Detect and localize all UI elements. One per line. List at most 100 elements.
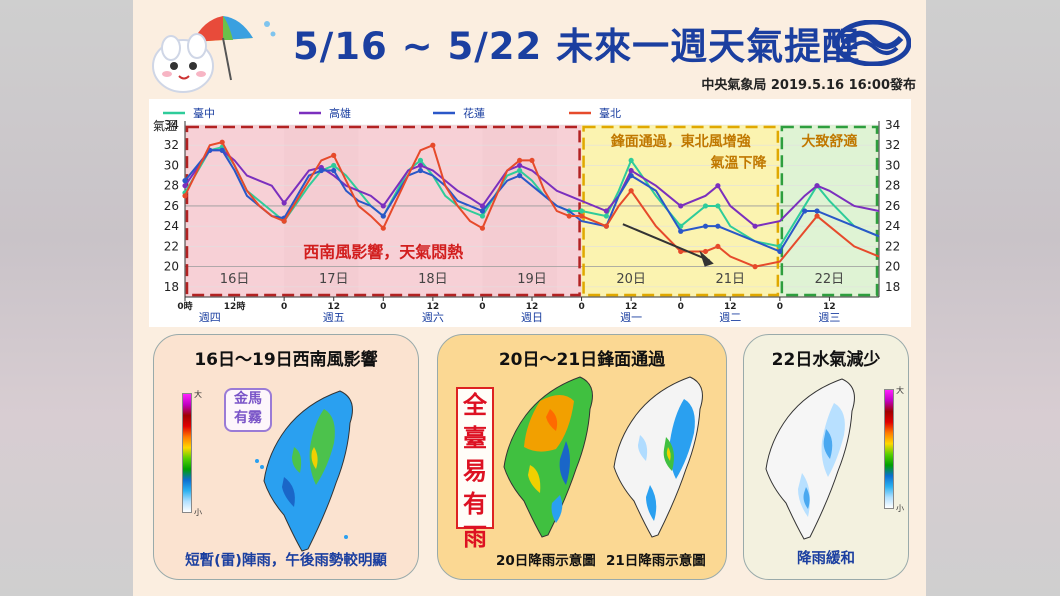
legend-label: 臺北 <box>599 106 621 120</box>
y-tick-right: 30 <box>885 158 900 172</box>
region-0 <box>185 125 582 297</box>
x-tick-label: 0 <box>281 302 287 312</box>
region-border-2 <box>780 125 879 297</box>
legend-label: 高雄 <box>329 106 351 120</box>
data-point <box>417 167 424 174</box>
x-tick-label: 12 <box>724 302 737 312</box>
region-label-cooling: 氣溫下降 <box>711 154 768 171</box>
x-tick-label: 12時 <box>224 300 246 312</box>
y-tick-left: 30 <box>164 158 179 172</box>
panel-caption: 短暫(雷)陣雨，午後雨勢較明顯 <box>185 553 387 569</box>
data-point <box>417 162 424 169</box>
data-point <box>802 208 808 214</box>
data-point <box>517 172 523 179</box>
data-point <box>331 167 337 174</box>
data-point <box>678 203 684 209</box>
y-tick-right: 34 <box>885 118 900 132</box>
data-point <box>603 213 609 219</box>
data-point <box>479 203 486 209</box>
x-tick-label: 0時 <box>177 300 192 312</box>
x-tick-label: 0 <box>380 302 386 312</box>
y-tick-right: 18 <box>885 280 900 294</box>
data-point <box>517 157 523 164</box>
data-point <box>628 167 634 174</box>
y-tick-left: 18 <box>164 280 179 294</box>
x-tick-label: 12 <box>427 302 440 312</box>
y-tick-left: 26 <box>164 199 179 213</box>
weather-card: 5/16 ~ 5/22 未來一週天氣提醒 中央氣象局 2019.5.16 16:… <box>133 0 926 596</box>
y-tick-left: 28 <box>164 179 179 193</box>
region-label-southwest: 西南風影響，天氣悶熱 <box>303 243 463 262</box>
taiwan-rain-map-20 <box>503 376 593 538</box>
weekday-label: 週四 <box>199 311 221 324</box>
data-point <box>715 223 721 229</box>
trend-arrowhead <box>699 250 714 267</box>
x-tick-label: 12 <box>327 302 340 312</box>
day-label: 18日 <box>418 272 448 287</box>
day-label: 19日 <box>517 272 547 287</box>
data-point <box>219 147 225 153</box>
trend-arrow <box>622 223 711 262</box>
taiwan-rain-map-21 <box>613 376 703 538</box>
y-tick-left: 22 <box>164 239 179 253</box>
panel-southwest-wind: 16日～19日西南風影響 金馬 有霧 大 小 短暫(雷)陣雨，午後雨勢較明顯 <box>153 334 419 580</box>
y-tick-right: 26 <box>885 199 900 213</box>
y-tick-left: 32 <box>164 138 179 152</box>
data-point <box>331 152 337 158</box>
data-point <box>566 213 572 219</box>
scale-min-label: 小 <box>896 504 904 513</box>
data-point <box>380 213 386 219</box>
series-line-1 <box>184 149 880 228</box>
scale-max-label: 大 <box>194 390 202 399</box>
blurred-background-left <box>0 0 133 596</box>
publisher-info: 中央氣象局 2019.5.16 16:00發布 <box>701 78 916 93</box>
x-tick-label: 12 <box>823 302 836 312</box>
y-axis-label: 氣溫 <box>153 119 177 133</box>
weekday-label: 週五 <box>323 311 345 324</box>
data-point <box>678 228 684 234</box>
data-point <box>702 223 709 229</box>
y-tick-right: 20 <box>885 260 900 274</box>
day-label: 21日 <box>716 272 746 287</box>
data-point <box>578 213 585 219</box>
x-tick-label: 0 <box>479 302 485 312</box>
rain-badge: 全 臺 易 有 雨 <box>456 387 494 551</box>
mascot-umbrella-icon <box>152 16 276 93</box>
blurred-background-right <box>926 0 1060 596</box>
weekday-label: 週六 <box>422 311 444 324</box>
panel-title: 20日～21日鋒面通過 <box>498 350 666 370</box>
weekday-label: 週一 <box>620 311 642 324</box>
temperature-chart: 氣溫 18 18 20 20 22 22 24 24 26 26 28 28 30 30 32 32 34 34 0時… <box>149 99 911 327</box>
data-point <box>628 172 634 179</box>
x-tick-label: 0 <box>578 302 584 312</box>
rain-scale-bar <box>182 393 192 513</box>
series-line-2 <box>184 149 880 253</box>
page-title: 5/16 ~ 5/22 未來一週天氣提醒 <box>293 25 861 68</box>
data-point <box>628 157 634 164</box>
scale-min-label: 小 <box>194 508 202 517</box>
y-tick-left: 34 <box>164 118 179 132</box>
data-point <box>715 183 721 189</box>
panel-front-passing: 20日～21日鋒面通過 全 臺 易 有 雨 20日降雨示意圖 21日降雨示意圖 <box>437 334 727 580</box>
data-point <box>777 248 783 255</box>
legend-label: 花蓮 <box>463 106 485 120</box>
data-point <box>182 193 188 199</box>
region-label-comfortable: 大致舒適 <box>801 133 857 150</box>
data-point <box>628 188 634 194</box>
data-point <box>318 167 324 174</box>
data-point <box>578 208 585 214</box>
data-point <box>479 225 486 231</box>
data-point <box>529 157 535 164</box>
data-point <box>479 213 486 219</box>
y-tick-left: 20 <box>164 260 179 274</box>
data-point <box>814 208 820 214</box>
weekday-label: 週三 <box>818 311 840 324</box>
day-label: 20日 <box>616 272 646 287</box>
data-point <box>814 183 820 189</box>
day-stripe <box>482 125 557 297</box>
taiwan-rain-map-16-19 <box>255 390 353 552</box>
day-label: 17日 <box>319 272 349 287</box>
region-1 <box>581 125 780 297</box>
data-point <box>281 200 287 206</box>
data-point <box>517 162 523 169</box>
